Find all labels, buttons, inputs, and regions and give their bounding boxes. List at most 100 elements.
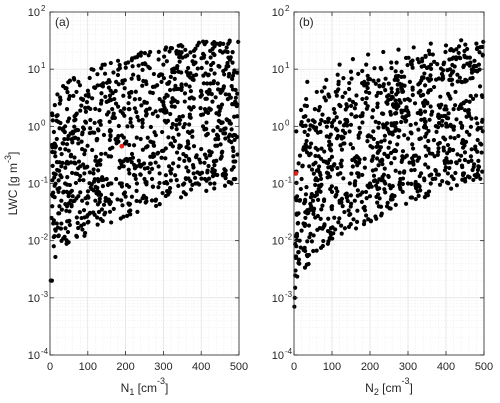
- data-point: [416, 127, 421, 132]
- data-point: [127, 156, 132, 162]
- data-point: [107, 200, 112, 205]
- data-point: [359, 199, 364, 205]
- data-point: [226, 64, 231, 69]
- data-point: [349, 103, 354, 108]
- data-point: [346, 208, 351, 213]
- data-point: [80, 125, 86, 130]
- data-point: [110, 107, 115, 112]
- data-point: [93, 106, 98, 111]
- data-point: [327, 174, 332, 179]
- data-point: [127, 94, 132, 99]
- data-point: [231, 176, 236, 182]
- data-point: [411, 45, 416, 50]
- data-point: [295, 220, 301, 226]
- data-point: [106, 110, 111, 115]
- data-point: [120, 203, 125, 208]
- data-point: [162, 95, 167, 100]
- data-point: [162, 118, 167, 123]
- data-point: [327, 134, 332, 140]
- data-point: [352, 198, 357, 203]
- data-point: [170, 121, 175, 127]
- data-point: [121, 214, 126, 219]
- data-point: [399, 119, 404, 125]
- y-tick-exponent: 2: [285, 4, 290, 13]
- data-point: [298, 245, 303, 250]
- data-point: [201, 73, 206, 78]
- data-point: [364, 196, 369, 201]
- data-point: [315, 213, 320, 219]
- y-tick-exponent: 2: [41, 4, 46, 13]
- data-point: [57, 211, 62, 216]
- panel-a: 10 -410 -310 -210 -110 010 110 20 100 200 300 400 50…: [3, 4, 248, 397]
- data-point: [366, 52, 371, 57]
- data-point: [70, 194, 75, 199]
- data-point: [454, 161, 459, 166]
- data-point: [202, 42, 207, 47]
- data-point: [160, 190, 165, 196]
- data-point: [136, 158, 141, 163]
- data-point: [188, 89, 193, 94]
- data-point: [181, 182, 186, 187]
- data-point: [476, 158, 481, 163]
- data-point: [82, 215, 87, 220]
- data-point: [386, 145, 391, 150]
- data-point: [410, 92, 415, 98]
- data-point: [406, 112, 411, 118]
- data-point: [415, 56, 420, 62]
- data-point: [221, 85, 226, 91]
- data-point: [82, 230, 88, 236]
- data-point: [198, 88, 204, 93]
- y-tick-label: 10: [28, 179, 40, 191]
- data-point: [445, 151, 450, 156]
- data-point: [98, 118, 103, 124]
- data-point: [352, 106, 357, 111]
- data-point: [457, 75, 462, 80]
- data-point: [108, 88, 113, 93]
- data-point: [223, 136, 228, 141]
- data-point: [64, 86, 69, 91]
- data-point: [353, 226, 359, 231]
- data-point: [200, 112, 206, 117]
- data-point: [441, 145, 446, 150]
- data-point: [397, 81, 402, 86]
- data-point: [102, 212, 107, 217]
- data-point: [382, 151, 387, 156]
- data-point: [64, 142, 70, 147]
- data-point: [308, 231, 313, 236]
- data-point: [467, 99, 472, 104]
- data-point: [348, 122, 354, 127]
- data-point: [422, 194, 427, 200]
- data-point: [334, 136, 340, 141]
- data-point: [235, 91, 240, 96]
- data-point: [399, 110, 404, 115]
- data-point: [91, 188, 96, 193]
- data-point: [319, 118, 324, 123]
- data-point: [169, 100, 174, 105]
- data-point: [399, 69, 404, 74]
- data-point: [223, 92, 228, 97]
- data-point: [96, 168, 101, 173]
- data-point: [233, 87, 238, 93]
- data-point: [52, 175, 57, 180]
- data-point: [373, 119, 378, 124]
- data-point: [183, 176, 188, 181]
- data-point: [304, 150, 310, 155]
- data-point: [307, 127, 312, 132]
- data-point: [70, 170, 75, 176]
- data-point: [440, 179, 445, 184]
- data-point: [146, 53, 151, 58]
- data-point: [404, 153, 409, 158]
- data-point: [420, 56, 425, 61]
- data-point: [425, 76, 430, 81]
- data-point: [173, 83, 178, 89]
- data-point: [223, 131, 228, 136]
- data-point: [140, 147, 145, 152]
- data-point: [63, 226, 68, 231]
- data-point: [419, 78, 424, 83]
- data-point: [396, 47, 401, 52]
- data-point: [150, 111, 155, 116]
- data-point: [322, 222, 327, 227]
- data-point: [130, 56, 135, 61]
- data-point: [80, 198, 85, 203]
- data-point: [62, 137, 67, 142]
